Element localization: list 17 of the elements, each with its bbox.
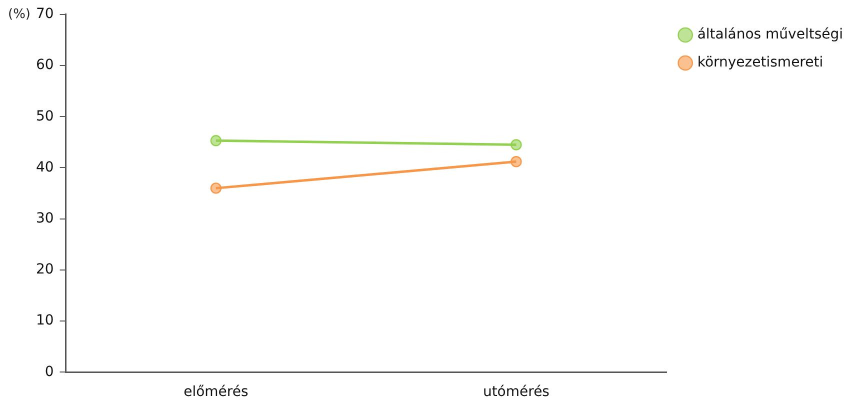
y-axis-title: (%) — [8, 6, 30, 22]
y-tick-label: 60 — [36, 57, 54, 74]
point — [510, 156, 522, 168]
y-tick-label: 10 — [36, 312, 54, 329]
y-tick-label: 50 — [36, 108, 54, 124]
y-tick-label: 70 — [36, 6, 54, 22]
point — [210, 135, 222, 146]
legend-label: általános műveltségi — [697, 26, 844, 43]
y-tick-label: 40 — [36, 159, 54, 176]
legend-label: környezetismereti — [697, 54, 824, 71]
y-tick-label: 20 — [36, 262, 54, 278]
y-tick-label: 30 — [36, 210, 54, 226]
x-tick-label: előmérés — [184, 384, 248, 400]
point — [210, 182, 222, 194]
y-tick-label: 0 — [44, 364, 54, 380]
x-tick-label: utómérés — [482, 384, 550, 400]
point — [510, 139, 522, 150]
